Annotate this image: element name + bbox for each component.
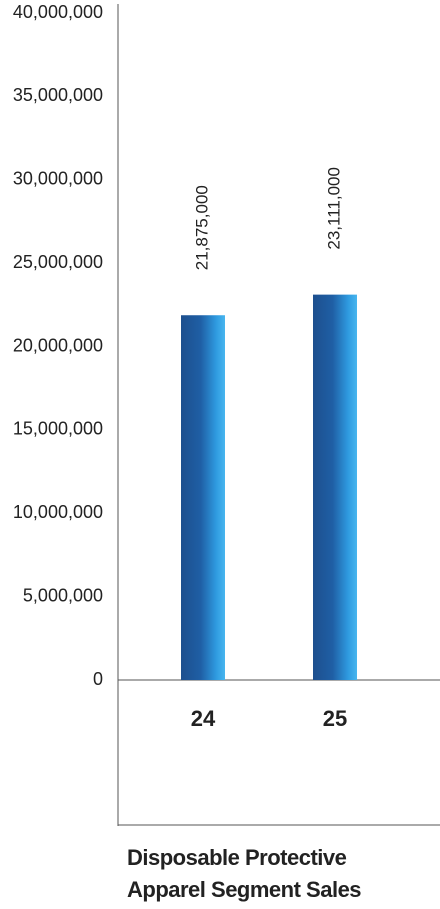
chart-title: Disposable Protective Apparel Segment Sa…: [127, 845, 362, 902]
chart: 0 5,000,000 10,000,000 15,000,000 20,000,000…: [13, 2, 440, 826]
bar: [313, 294, 357, 680]
x-tick-label: 24: [191, 706, 216, 731]
value-label: 21,875,000: [192, 185, 211, 270]
y-tick-label: 15,000,000: [13, 419, 103, 439]
y-tick-label: 0: [93, 669, 103, 689]
y-tick-label: 5,000,000: [23, 585, 103, 605]
y-tick-label: 25,000,000: [13, 252, 103, 272]
x-tick-label: 25: [323, 706, 347, 731]
y-tick-label: 10,000,000: [13, 502, 103, 522]
value-label: 23,111,000: [324, 167, 343, 250]
y-tick-label: 40,000,000: [13, 2, 103, 22]
y-tick-label: 20,000,000: [13, 335, 103, 355]
y-tick-label: 35,000,000: [13, 85, 103, 105]
y-tick-label: 30,000,000: [13, 169, 103, 189]
bar: [181, 315, 225, 680]
